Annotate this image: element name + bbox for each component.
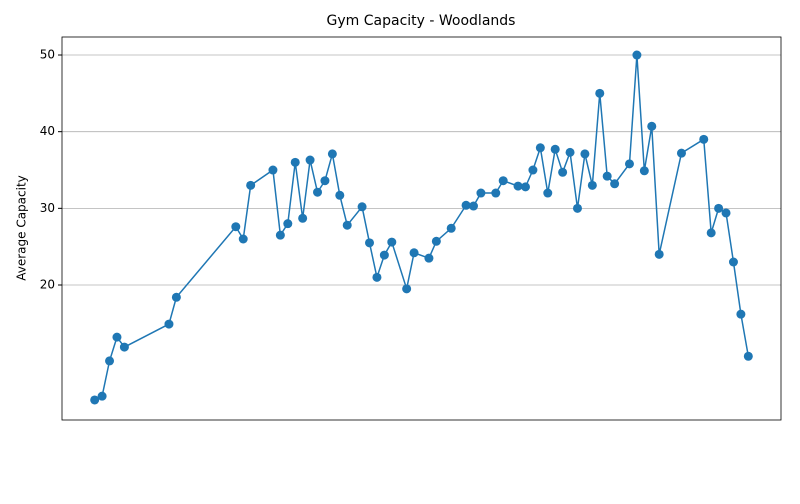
data-point <box>90 395 100 405</box>
data-point <box>699 134 709 144</box>
data-point <box>587 180 597 190</box>
data-point <box>565 147 575 157</box>
data-point <box>543 188 553 198</box>
data-point <box>676 148 686 158</box>
data-point <box>610 179 620 189</box>
data-point <box>164 319 174 329</box>
data-point <box>97 391 107 401</box>
data-point <box>572 203 582 213</box>
data-point <box>409 248 419 258</box>
data-point <box>431 236 441 246</box>
data-point <box>491 188 501 198</box>
data-point <box>535 143 545 153</box>
data-point <box>342 220 352 230</box>
y-tick-label: 50 <box>40 48 55 62</box>
data-point <box>736 309 746 319</box>
data-point <box>424 253 434 263</box>
data-point <box>283 219 293 229</box>
data-point <box>647 121 657 131</box>
data-point <box>379 250 389 260</box>
data-point <box>105 356 115 366</box>
y-tick-label: 20 <box>40 277 55 291</box>
y-tick-label: 40 <box>40 124 55 138</box>
data-point <box>231 222 241 232</box>
data-point <box>402 284 412 294</box>
data-point <box>498 176 508 186</box>
data-point <box>365 238 375 248</box>
data-point <box>513 181 523 191</box>
data-point <box>290 157 300 167</box>
data-point <box>558 167 568 177</box>
data-point <box>112 332 122 342</box>
data-point <box>461 200 471 210</box>
data-point <box>728 257 738 267</box>
data-point <box>320 176 330 186</box>
data-point <box>298 213 308 223</box>
data-point <box>468 201 478 211</box>
series-line <box>94 54 750 401</box>
plot-frame <box>61 36 782 421</box>
data-point <box>238 234 248 244</box>
data-point <box>706 228 716 238</box>
data-point <box>639 166 649 176</box>
data-point <box>632 50 642 60</box>
data-point <box>580 149 590 159</box>
y-axis-label: Average Capacity <box>15 175 29 281</box>
data-point <box>387 237 397 247</box>
data-point <box>550 144 560 154</box>
data-point <box>743 351 753 361</box>
data-point <box>327 149 337 159</box>
data-point <box>305 155 315 165</box>
data-point <box>246 180 256 190</box>
data-point <box>528 165 538 175</box>
data-point <box>602 171 612 181</box>
data-point <box>624 159 634 169</box>
data-point <box>595 88 605 98</box>
data-point <box>520 182 530 192</box>
chart-title: Gym Capacity - Woodlands <box>327 13 516 29</box>
data-point <box>119 342 129 352</box>
y-tick-label: 30 <box>40 201 55 215</box>
data-point <box>313 187 323 197</box>
data-point <box>714 203 724 213</box>
data-point <box>357 202 367 212</box>
data-point <box>372 272 382 282</box>
data-point <box>476 188 486 198</box>
data-point <box>446 223 456 233</box>
data-point <box>335 190 345 200</box>
data-point <box>171 292 181 302</box>
data-point <box>721 208 731 218</box>
data-point <box>654 249 664 259</box>
data-point <box>275 230 285 240</box>
data-point <box>268 165 278 175</box>
